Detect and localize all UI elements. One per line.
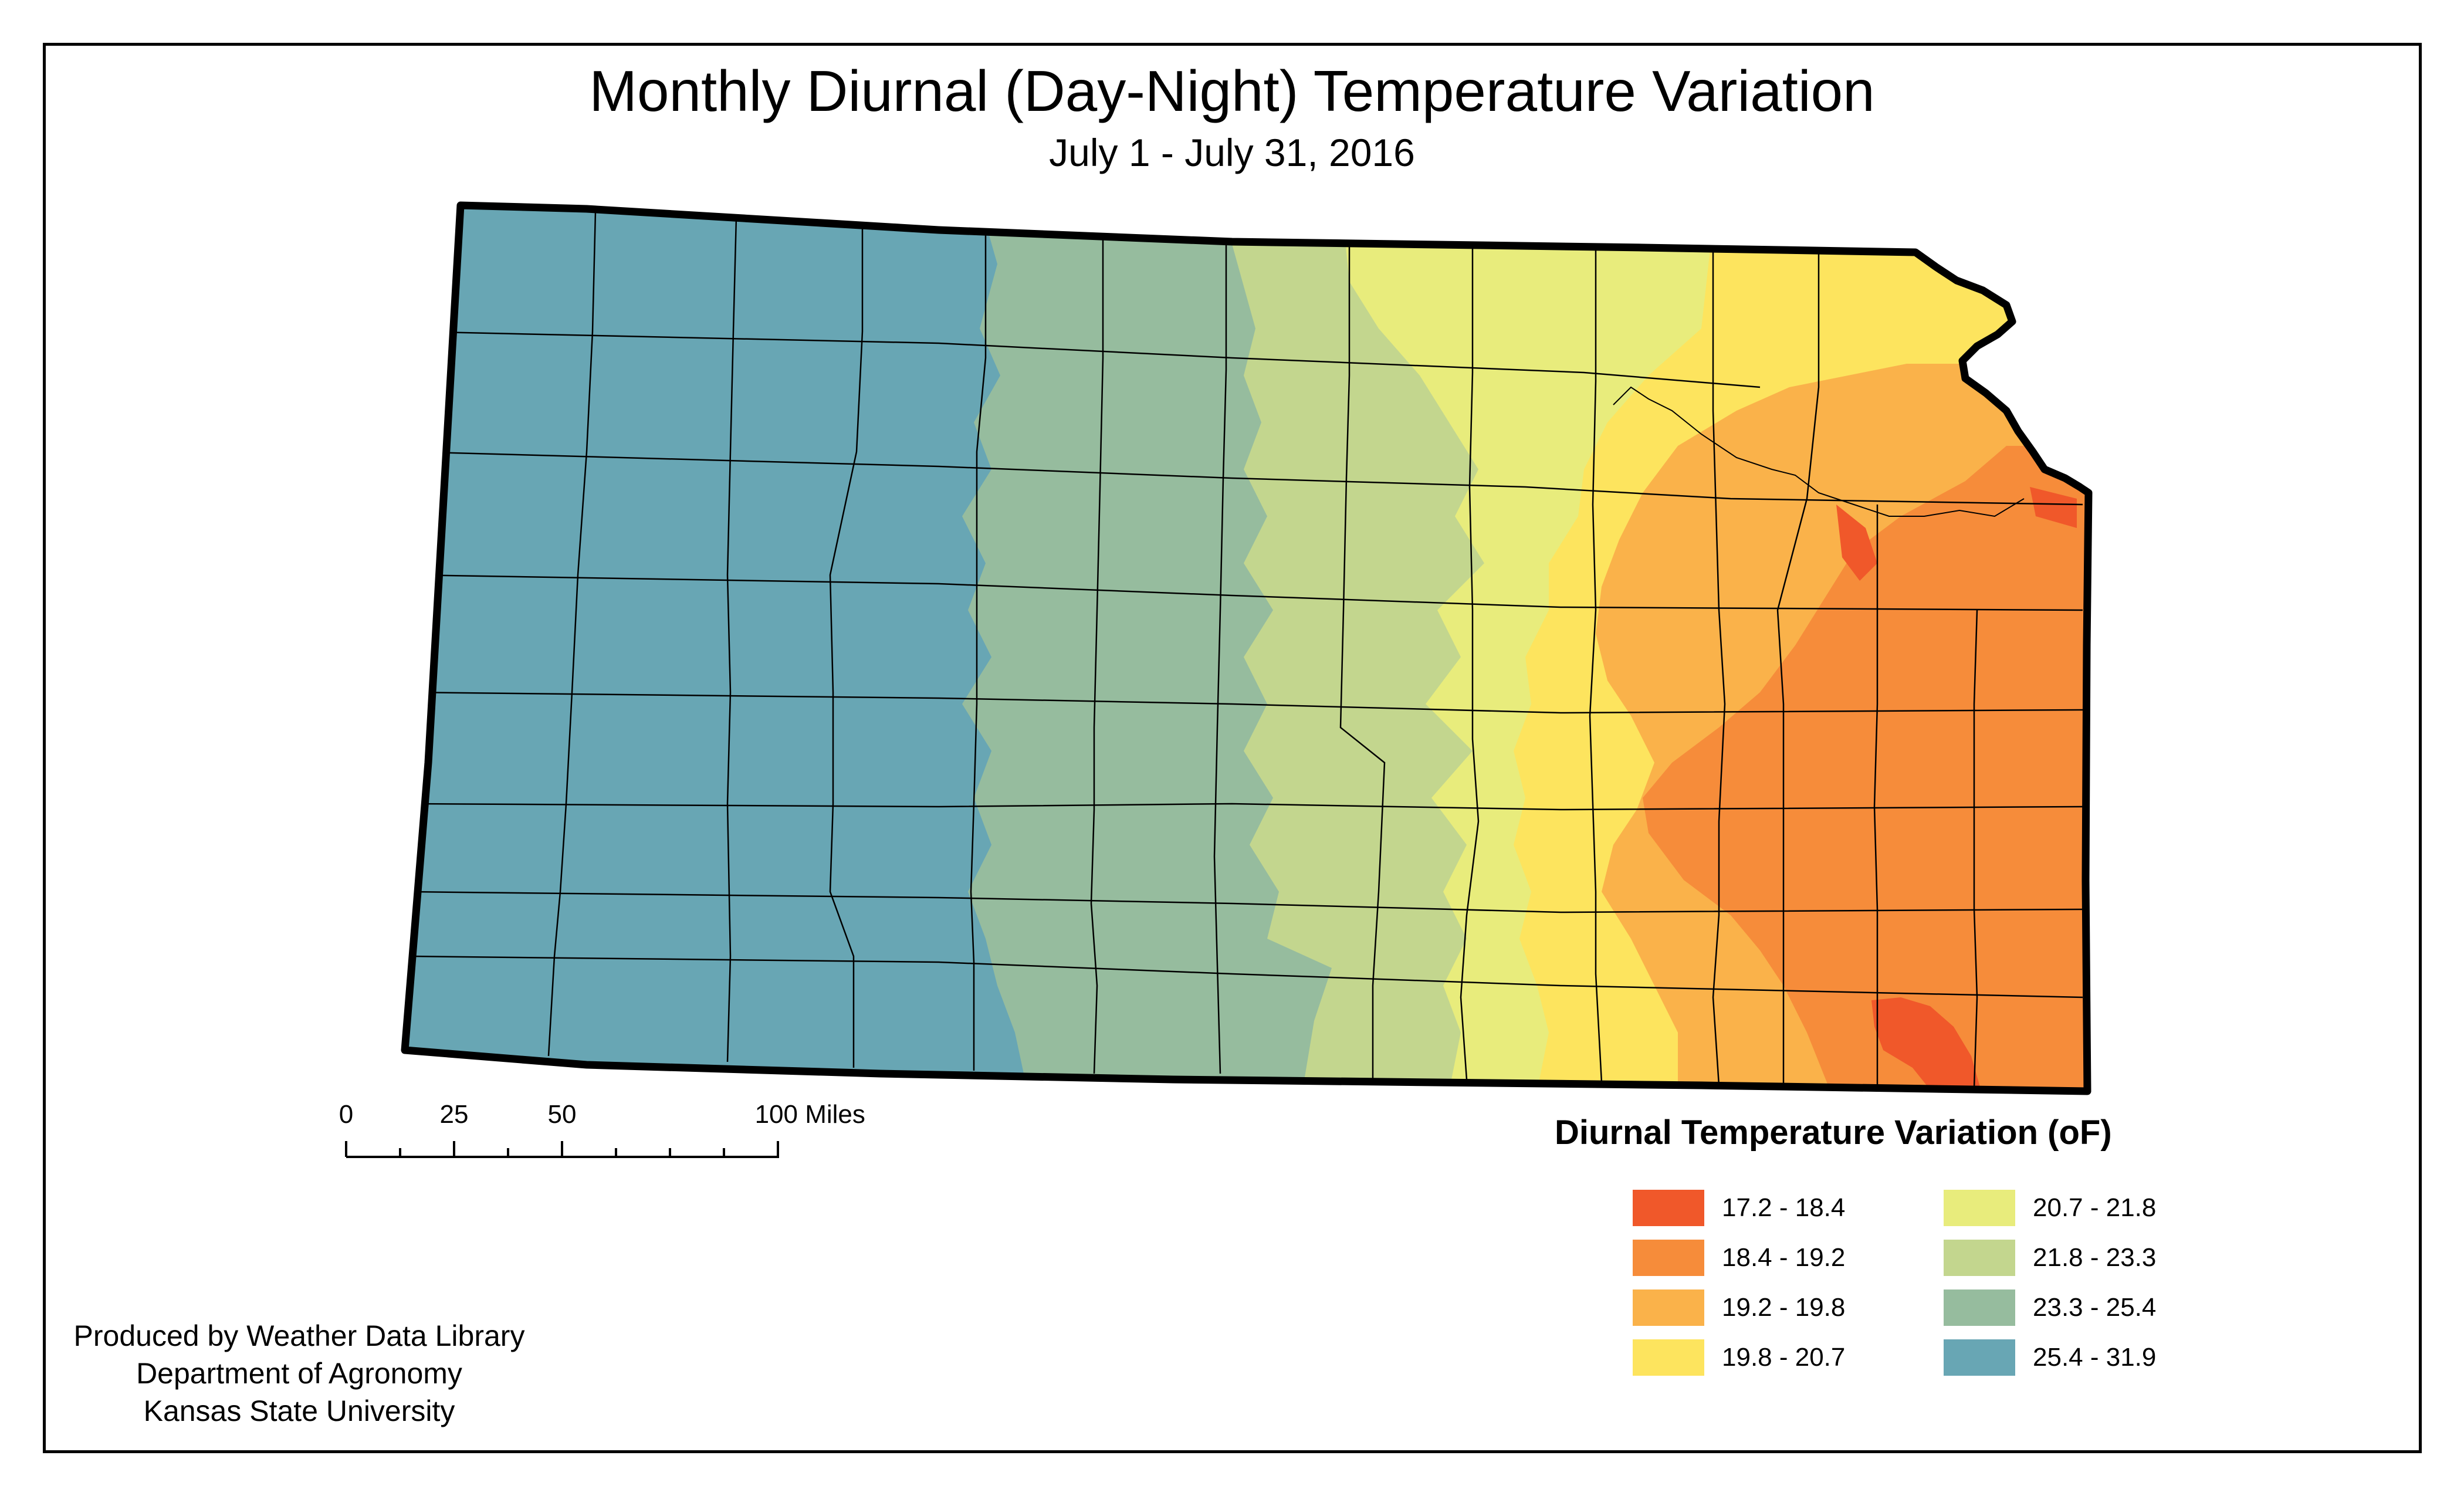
county-row-line [410, 574, 2083, 611]
legend-label: 23.3 - 25.4 [2033, 1293, 2157, 1322]
county-col-line [970, 232, 987, 1071]
county-row-line [410, 691, 2083, 714]
legend-swatch [1944, 1240, 2015, 1276]
map-title: Monthly Diurnal (Day-Night) Temperature … [589, 59, 1875, 123]
legend-swatch [1633, 1339, 1704, 1376]
legend-swatch [1633, 1289, 1704, 1326]
scale-label-25: 25 [439, 1100, 469, 1129]
scale-label-50: 50 [547, 1100, 577, 1129]
credit-line-university: Kansas State University [143, 1395, 455, 1427]
county-col-line [1213, 241, 1227, 1074]
legend-label: 17.2 - 18.4 [1722, 1193, 1846, 1222]
county-col-line [1712, 249, 1726, 1086]
county-boundaries [410, 211, 2083, 1089]
map-frame [43, 43, 2422, 1453]
credit-line-producer: Produced by Weather Data Library [73, 1319, 525, 1352]
zone-17.2-18.4 [1871, 997, 1983, 1091]
legend-label: 19.8 - 20.7 [1722, 1343, 1846, 1372]
county-col-line [547, 211, 597, 1057]
river-line [1613, 386, 2025, 517]
legend-swatch [1944, 1339, 2015, 1376]
county-col-line [1776, 252, 1820, 1085]
scale-label-100-miles: 100 Miles [754, 1100, 865, 1129]
zone-17.2-18.4-east [2030, 487, 2077, 528]
zone-17.2-18.4-north [1836, 505, 1877, 581]
county-row-line [410, 330, 1761, 388]
scale-tick [507, 1148, 509, 1157]
county-col-line [1339, 243, 1386, 1079]
legend-label: 20.7 - 21.8 [2033, 1193, 2157, 1222]
map-subtitle: July 1 - July 31, 2016 [1049, 131, 1415, 174]
county-row-line [410, 955, 2083, 999]
credits: Produced by Weather Data Library Departm… [35, 1317, 563, 1430]
scale-bar: 0 25 50 100 Miles [329, 1100, 865, 1170]
legend-title: Diurnal Temperature Variation (oF) [1555, 1113, 2112, 1152]
legend-swatch [1944, 1190, 2015, 1226]
county-col-line [1873, 505, 1879, 1088]
legend-label: 19.2 - 19.8 [1722, 1293, 1846, 1322]
county-row-line [410, 891, 2083, 913]
legend-swatch [1944, 1289, 2015, 1326]
county-col-line [726, 216, 737, 1062]
scale-tick [453, 1141, 455, 1157]
scale-tick [399, 1148, 401, 1157]
legend-swatch [1633, 1240, 1704, 1276]
legend-label: 21.8 - 23.3 [2033, 1243, 2157, 1272]
scale-tick [345, 1141, 347, 1157]
scale-tick [723, 1148, 725, 1157]
county-col-line [1589, 249, 1603, 1083]
zone-18.4-19.2 [1643, 446, 2089, 1091]
scale-line [346, 1156, 779, 1158]
scale-tick [669, 1148, 671, 1157]
scale-tick [615, 1148, 617, 1157]
credit-line-department: Department of Agronomy [136, 1357, 462, 1390]
legend-label: 25.4 - 31.9 [2033, 1343, 2157, 1372]
county-col-line [1090, 238, 1104, 1074]
scale-label-0: 0 [339, 1100, 354, 1129]
county-col-line [1460, 246, 1480, 1080]
county-col-line [1973, 610, 1978, 1089]
scale-tick [777, 1141, 779, 1157]
legend-swatch [1633, 1190, 1704, 1226]
county-col-line [829, 226, 864, 1068]
county-row-line [410, 451, 2083, 506]
legend-label: 18.4 - 19.2 [1722, 1243, 1846, 1272]
county-row-line [410, 803, 2083, 811]
scale-tick [561, 1141, 563, 1157]
